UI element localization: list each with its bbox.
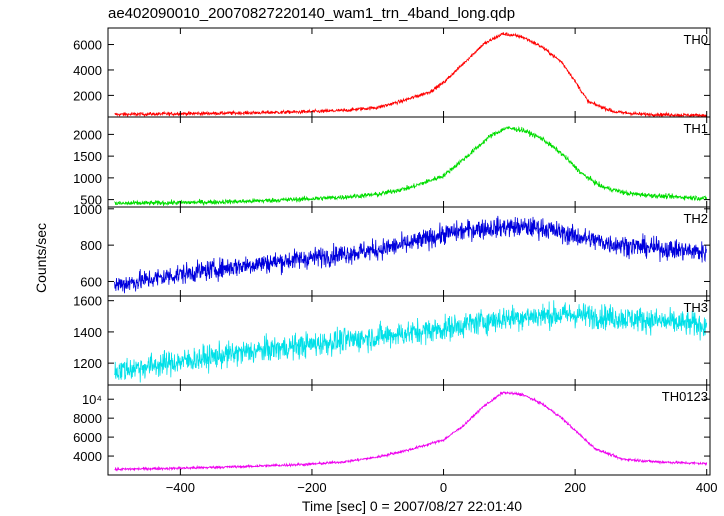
panel-frame xyxy=(107,206,711,297)
series-line-th2 xyxy=(114,215,708,294)
y-tick-label: 1200 xyxy=(73,356,102,371)
y-tick-label: 1400 xyxy=(73,325,102,340)
series-line-th0 xyxy=(114,32,707,117)
panel-frame xyxy=(107,116,711,208)
y-tick-label: 2000 xyxy=(73,88,102,103)
x-tick-label: 0 xyxy=(440,480,447,495)
panel-th2: 600 800 1000 TH2 xyxy=(73,202,711,297)
series-label-th2: TH2 xyxy=(683,211,708,226)
series-label-th1: TH1 xyxy=(683,121,708,136)
chart-title: ae402090010_20070827220140_wam1_trn_4ban… xyxy=(108,5,515,22)
y-tick-label: 10⁴ xyxy=(82,392,102,407)
y-tick-label: 2000 xyxy=(73,127,102,142)
x-tick-label: −400 xyxy=(166,480,195,495)
x-axis: −400 −200 0 200 400 xyxy=(166,480,718,495)
y-tick-label: 4000 xyxy=(73,63,102,78)
panel-th0123: 4000 6000 8000 10⁴ TH0123 xyxy=(73,384,711,476)
x-tick-label: 400 xyxy=(696,480,718,495)
y-tick-label: 1000 xyxy=(73,202,102,217)
y-tick-label: 4000 xyxy=(73,449,102,464)
series-label-th0123: TH0123 xyxy=(662,389,708,404)
series-line-th1 xyxy=(114,125,708,206)
panel-th3: 1200 1400 1600 TH3 xyxy=(73,294,711,386)
y-tick-label: 6000 xyxy=(73,430,102,445)
x-axis-label: Time [sec] 0 = 2007/08/27 22:01:40 xyxy=(302,498,522,514)
y-tick-label: 1600 xyxy=(73,294,102,309)
y-tick-label: 800 xyxy=(80,238,102,253)
series-line-th3 xyxy=(114,300,708,383)
y-tick-label: 600 xyxy=(80,274,102,289)
series-line-th0123 xyxy=(114,390,708,472)
y-axis-label: Counts/sec xyxy=(33,223,49,293)
panel-th0: 2000 4000 6000 TH0 xyxy=(73,27,711,118)
panel-frame xyxy=(107,384,711,476)
y-tick-label: 500 xyxy=(80,193,102,208)
panel-th1: 500 1000 1500 2000 TH1 xyxy=(73,116,711,208)
series-label-th3: TH3 xyxy=(683,300,708,315)
series-label-th0: TH0 xyxy=(683,32,708,47)
y-tick-label: 6000 xyxy=(73,38,102,53)
x-tick-label: 200 xyxy=(564,480,586,495)
y-tick-label: 1000 xyxy=(73,171,102,186)
y-tick-label: 1500 xyxy=(73,149,102,164)
x-tick-label: −200 xyxy=(297,480,326,495)
y-tick-label: 8000 xyxy=(73,411,102,426)
panel-frame xyxy=(107,27,711,118)
